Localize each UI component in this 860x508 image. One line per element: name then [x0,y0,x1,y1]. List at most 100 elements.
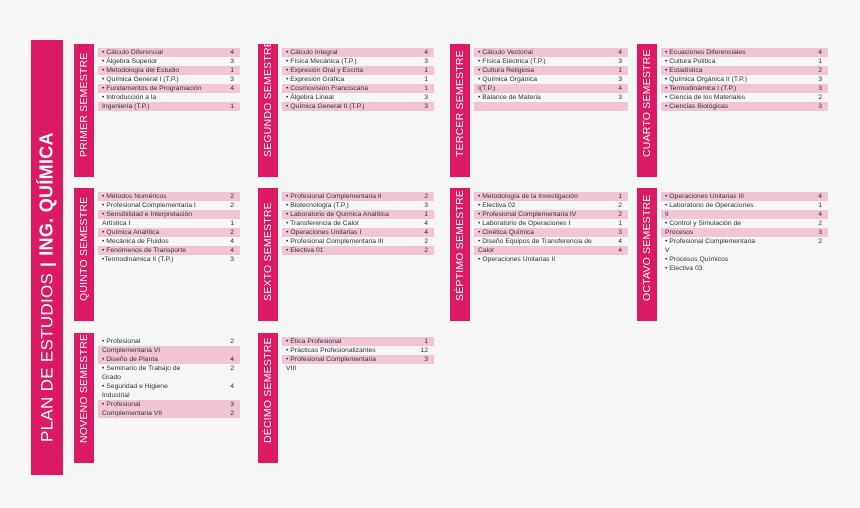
course-name: • Procesos Químicos [665,256,729,263]
course-name: • Mecánica de Fluidos [102,238,169,245]
course-row: • Expresión Oral y Escrita 1 [282,66,434,75]
course-name: Complementaria VII [102,410,163,417]
title-separator: | [37,261,56,267]
course-name: • Profesional [102,401,141,408]
course-row: • Diseño Equipos de Transferencia de 4 [474,237,628,246]
course-name: • Seguridad e Higiene [102,383,168,390]
course-name: • Control y Simulación de [665,220,742,227]
course-credits: 2 [424,247,428,254]
program-name: ING. QUÍMICA [36,132,57,256]
course-row: • Expresión Gráfica 1 [282,75,434,84]
course-row: Grado [98,373,240,382]
course-credits: 2 [230,338,234,345]
course-name: Calor [478,247,495,254]
semester-label: PRIMER SEMESTRE [78,52,90,157]
plan-de-estudios-label: PLAN DE ESTUDIOS [37,272,56,442]
course-credits: 1 [424,338,428,345]
semester-label-bar: OCTAVO SEMESTRE [637,188,657,321]
course-credits: 2 [230,202,234,209]
course-name: Industrial [102,392,130,399]
course-credits: 3 [230,401,234,408]
course-name: • Laboratorio de Operaciones [665,202,754,209]
course-credits: 4 [424,220,428,227]
course-list: • Metodología de la Investigación 1 • Elec… [474,192,628,264]
course-list: • Cálculo Integral 4 • Física Mecánica (T.… [282,48,434,111]
course-name: • Sensibilidad e Interpretación [102,211,193,218]
course-row: • Laboratorio de Química Analítica 1 [282,210,434,219]
course-credits: 1 [230,103,234,110]
semester-label: SÉPTIMO SEMESTRE [454,189,466,301]
course-name: • Química General I (T.P.) [102,76,179,83]
course-credits: 3 [818,76,822,83]
course-name: • Metodología del Estudio [102,67,180,74]
course-name: • Cálculo Integral [286,49,338,56]
course-name: Complementaria VI [102,347,161,354]
course-credits: 1 [230,67,234,74]
course-name: • Operaciones Unitarias I [286,229,362,236]
course-credits: 3 [424,103,428,110]
course-name: • Laboratorio de Química Analítica [286,211,389,218]
course-name: • Química General II (T.P.) [286,103,365,110]
course-row: • Introducción a la [98,93,240,102]
course-credits: 4 [230,383,234,390]
course-row: • Electiva 01 2 [282,246,434,255]
course-row: • Química Analítica 2 [98,228,240,237]
course-row: • Laboratorio de Operaciones 1 [661,201,828,210]
course-row: • Estadística 2 [661,66,828,75]
course-name: • Diseño de Planta [102,356,159,363]
semester-label-bar: SÉPTIMO SEMESTRE [450,188,470,321]
course-name: • Profesional Complementaria II [286,193,382,200]
course-list: • Ética Profesional 1 • Prácticas Profesio… [282,337,434,373]
course-row: • Seminario de Trabajo de 2 [98,364,240,373]
course-name: • Balance de Materia [478,94,541,101]
course-name: • Profesional Complementaria I [102,202,196,209]
course-credits: 2 [230,365,234,372]
course-row: • Fenómenos de Transporte 4 [98,246,240,255]
course-row: • Profesional Complementaria 3 [282,355,434,364]
course-name: • Ciencias Biológicas [665,103,729,110]
semester-label-bar: TERCER SEMESTRE [450,44,470,177]
course-row: • Cultura Religiosa 1 [474,66,628,75]
course-row: Complementaria VII 2 [98,409,240,418]
course-row: • Mecánica de Fluidos 4 [98,237,240,246]
course-credits: 4 [424,49,428,56]
course-name: Artística I [102,220,131,227]
course-row: • Ética Profesional 1 [282,337,434,346]
course-row: • Ciencias Biológicas 3 [661,102,828,111]
course-name: • Prácticas Profesionalizantes [286,347,376,354]
course-row: • Cinética Química 3 [474,228,628,237]
course-credits: 2 [230,193,234,200]
course-list: • Profesional 2 Complementaria VI • Diseño … [98,337,240,418]
course-credits: 2 [424,238,428,245]
course-row: Calor 4 [474,246,628,255]
semester-label-bar: SEXTO SEMESTRE [258,188,278,321]
course-row: • Electiva 02 2 [474,201,628,210]
course-row: • Cultura Política 1 [661,57,828,66]
course-list: • Cálculo Diferencial 4 • Álgebra Superior… [98,48,240,111]
course-name: I(T.P.) [478,85,496,92]
course-row: • Laboratorio de Operaciones I 1 [474,219,628,228]
course-name: • Cálculo Diferencial [102,49,163,56]
course-row: • Metodología del Estudio 1 [98,66,240,75]
course-credits: 1 [424,76,428,83]
course-row: • Electiva 03 [661,264,828,273]
course-name: • Biotecnología (T.P.) [286,202,349,209]
course-row [474,102,628,111]
course-name: • Operaciones Unitarias II [478,256,556,263]
course-credits: 2 [230,229,234,236]
course-credits: 4 [230,49,234,56]
course-list: • Cálculo Vectorial 4 • Física Eléctrica (… [474,48,628,111]
semester-block: PRIMER SEMESTRE • Cálculo Diferencial 4 • Á… [74,44,240,177]
semester-block: CUARTO SEMESTRE • Ecuaciones Diferenciale… [637,44,828,177]
course-row: • Profesional Complementaria IV 2 [474,210,628,219]
course-name: • Profesional Complementaria III [286,238,384,245]
course-name: • Ecuaciones Diferenciales [665,49,746,56]
course-row: Artística I 1 [98,219,240,228]
semester-block: DÉCIMO SEMESTRE • Ética Profesional 1 • Prá… [258,333,434,463]
course-name: • Metodología de la Investigación [478,193,578,200]
semester-label: DÉCIMO SEMESTRE [262,337,274,443]
course-row: I(T.P.) 4 [474,84,628,93]
course-row: • Profesional Complementaria III 2 [282,237,434,246]
course-credits: 2 [618,202,622,209]
course-row: • Control y Simulación de 2 [661,219,828,228]
